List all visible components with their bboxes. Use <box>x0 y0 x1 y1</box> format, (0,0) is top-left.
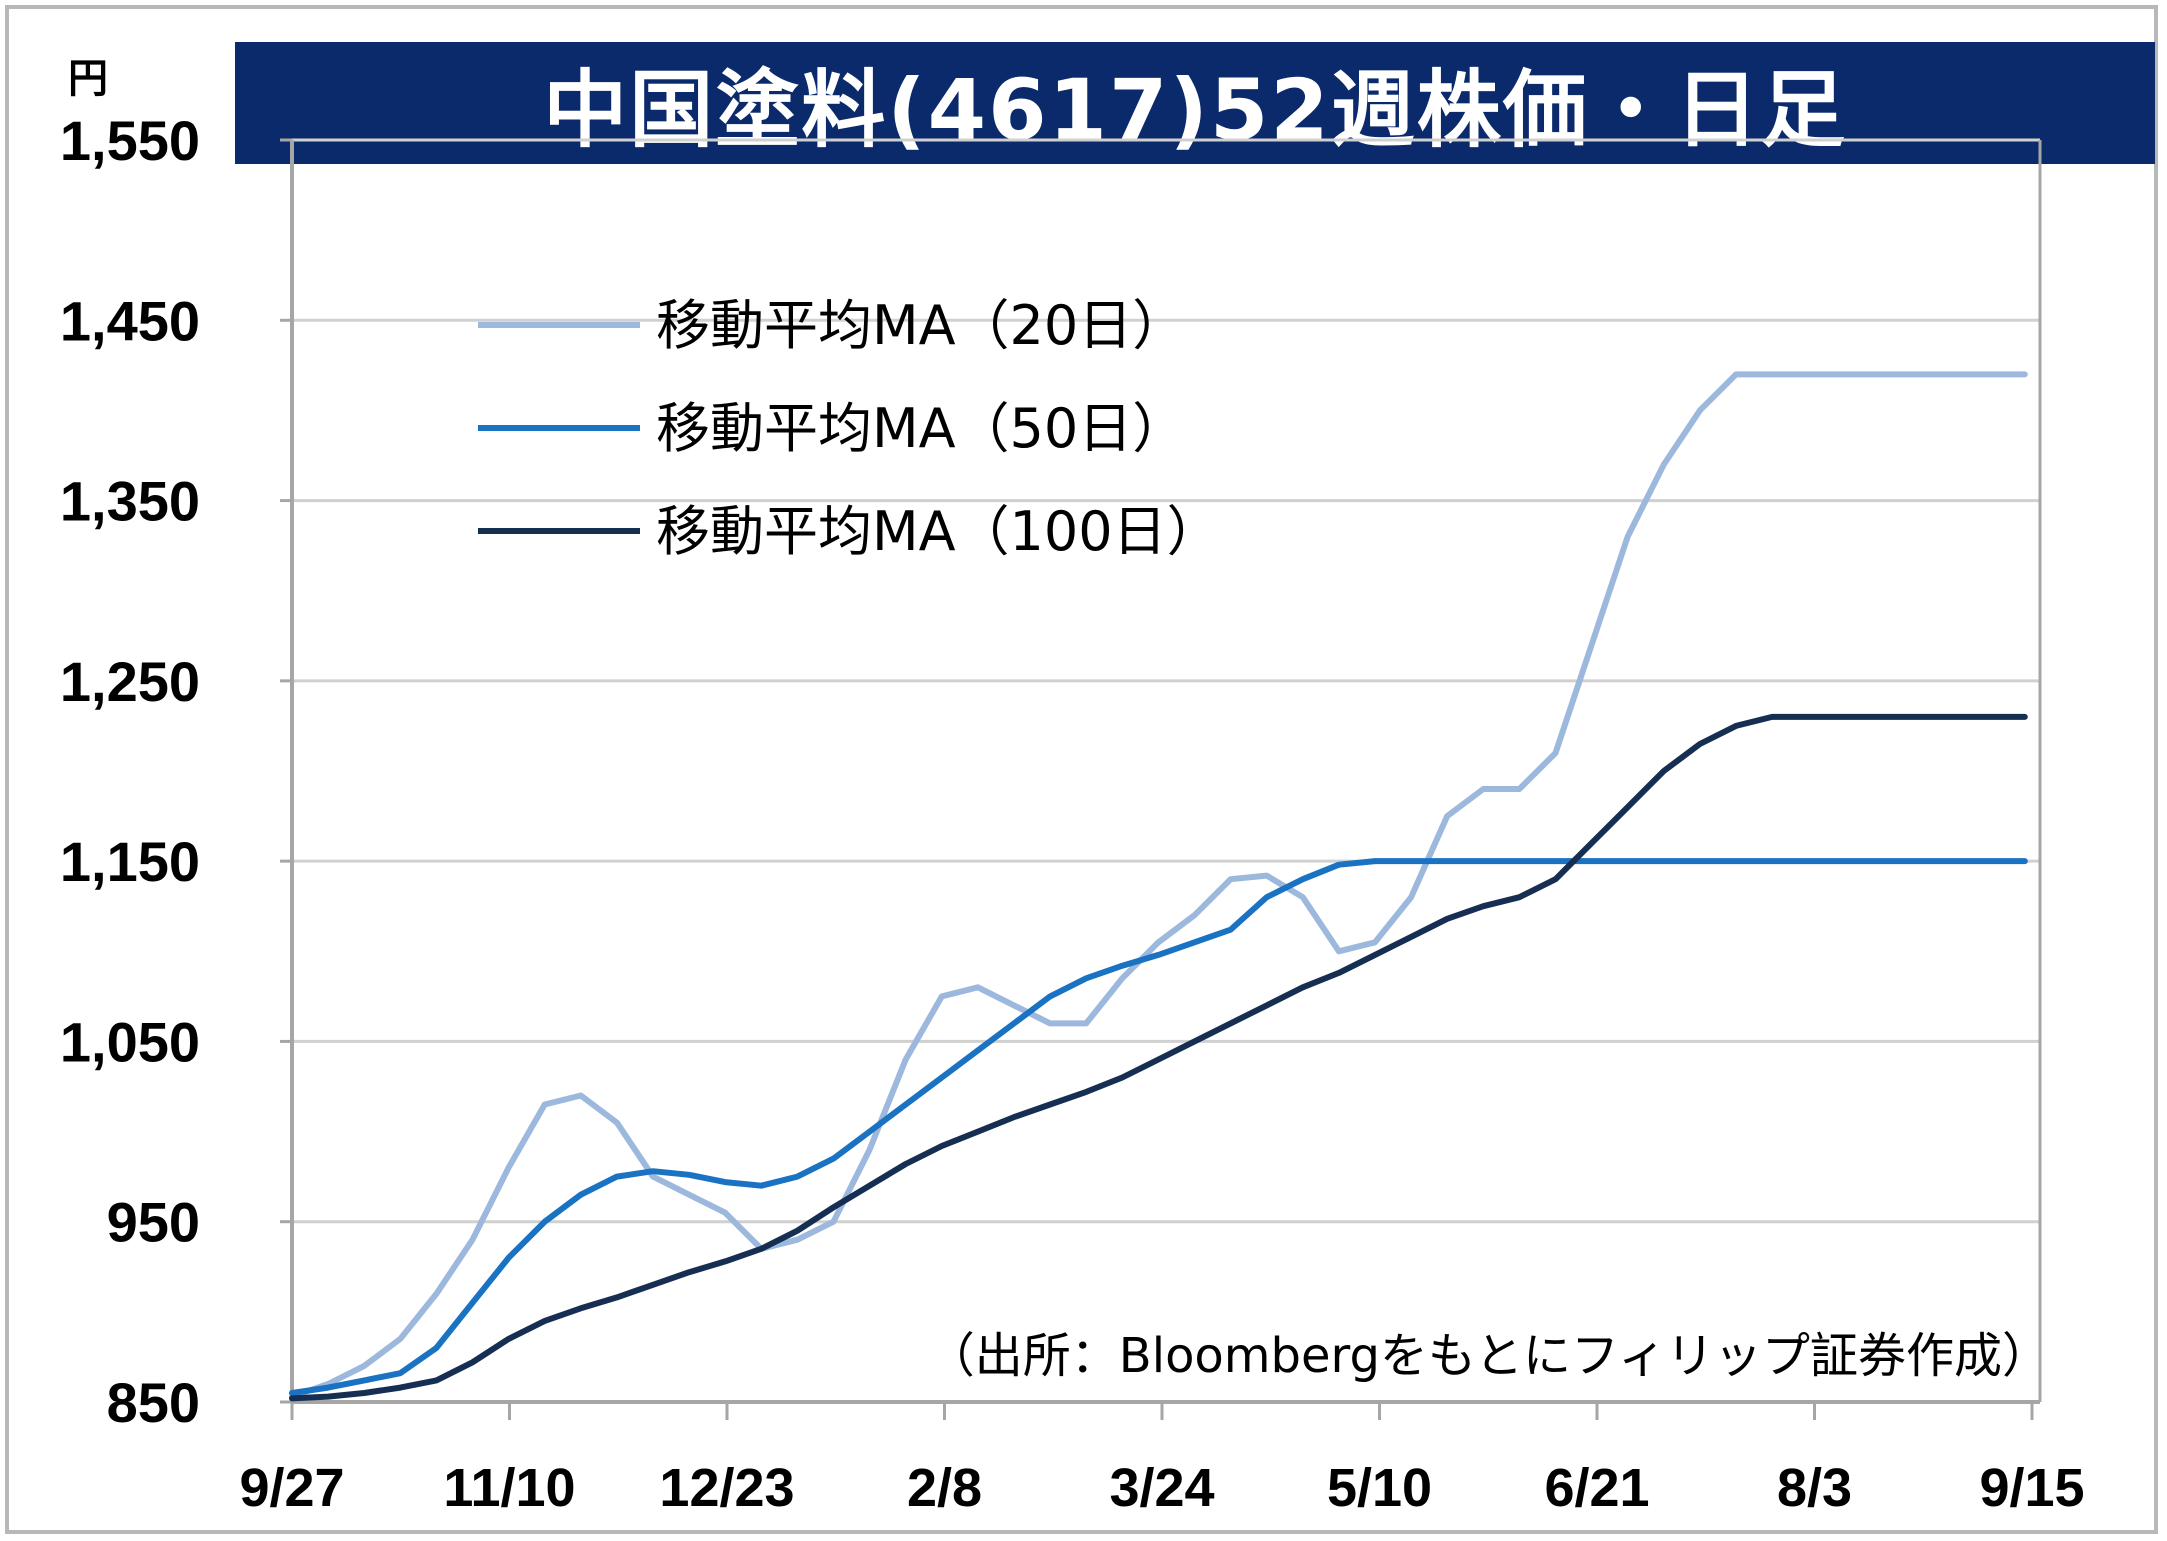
legend-label: 移動平均MA（100日） <box>656 500 1221 563</box>
y-tick-label: 1,450 <box>60 289 200 352</box>
x-tick-label: 5/10 <box>1327 1458 1432 1518</box>
axes: 850 950 1,050 1,150 1,250 1,350 1,450 1,550 9/27… <box>60 109 2085 1518</box>
y-tick-label: 1,050 <box>60 1010 200 1073</box>
y-tick-label: 950 <box>107 1191 200 1254</box>
x-tick-label: 11/10 <box>443 1458 575 1518</box>
moving-average-lines <box>289 371 2028 1402</box>
x-tick-label: 9/27 <box>239 1458 344 1518</box>
source-note: （出所：Bloombergをもとにフィリップ証券作成） <box>927 1328 2050 1384</box>
x-tick-label: 3/24 <box>1109 1458 1214 1518</box>
ma-line-100d <box>289 713 2028 1402</box>
y-tick-label: 1,250 <box>60 650 200 713</box>
x-tick-label: 12/23 <box>659 1458 794 1518</box>
legend-label: 移動平均MA（50日） <box>656 397 1186 460</box>
title-banner: 中国塗料(4617)52週株価・日足 <box>235 42 2155 164</box>
x-tick-label: 8/3 <box>1777 1458 1852 1518</box>
y-tick-label: 1,350 <box>60 470 200 533</box>
y-tick-label: 1,550 <box>60 109 200 172</box>
y-tick-label: 850 <box>107 1371 200 1434</box>
y-tick-label: 1,150 <box>60 830 200 893</box>
x-tick-label: 2/8 <box>907 1458 982 1518</box>
ma-line-50d <box>289 858 2028 1396</box>
x-tick-label: 6/21 <box>1544 1458 1649 1518</box>
chart-title: 中国塗料(4617)52週株価・日足 <box>543 60 1847 159</box>
ma-line-20d <box>289 371 2028 1400</box>
legend-label: 移動平均MA（20日） <box>656 294 1186 357</box>
legend: 移動平均MA（20日） 移動平均MA（50日） 移動平均MA（100日） <box>478 294 1221 563</box>
x-tick-label: 9/15 <box>1979 1458 2084 1518</box>
chart-frame <box>5 5 2158 1534</box>
y-axis-unit: 円 <box>68 56 108 102</box>
